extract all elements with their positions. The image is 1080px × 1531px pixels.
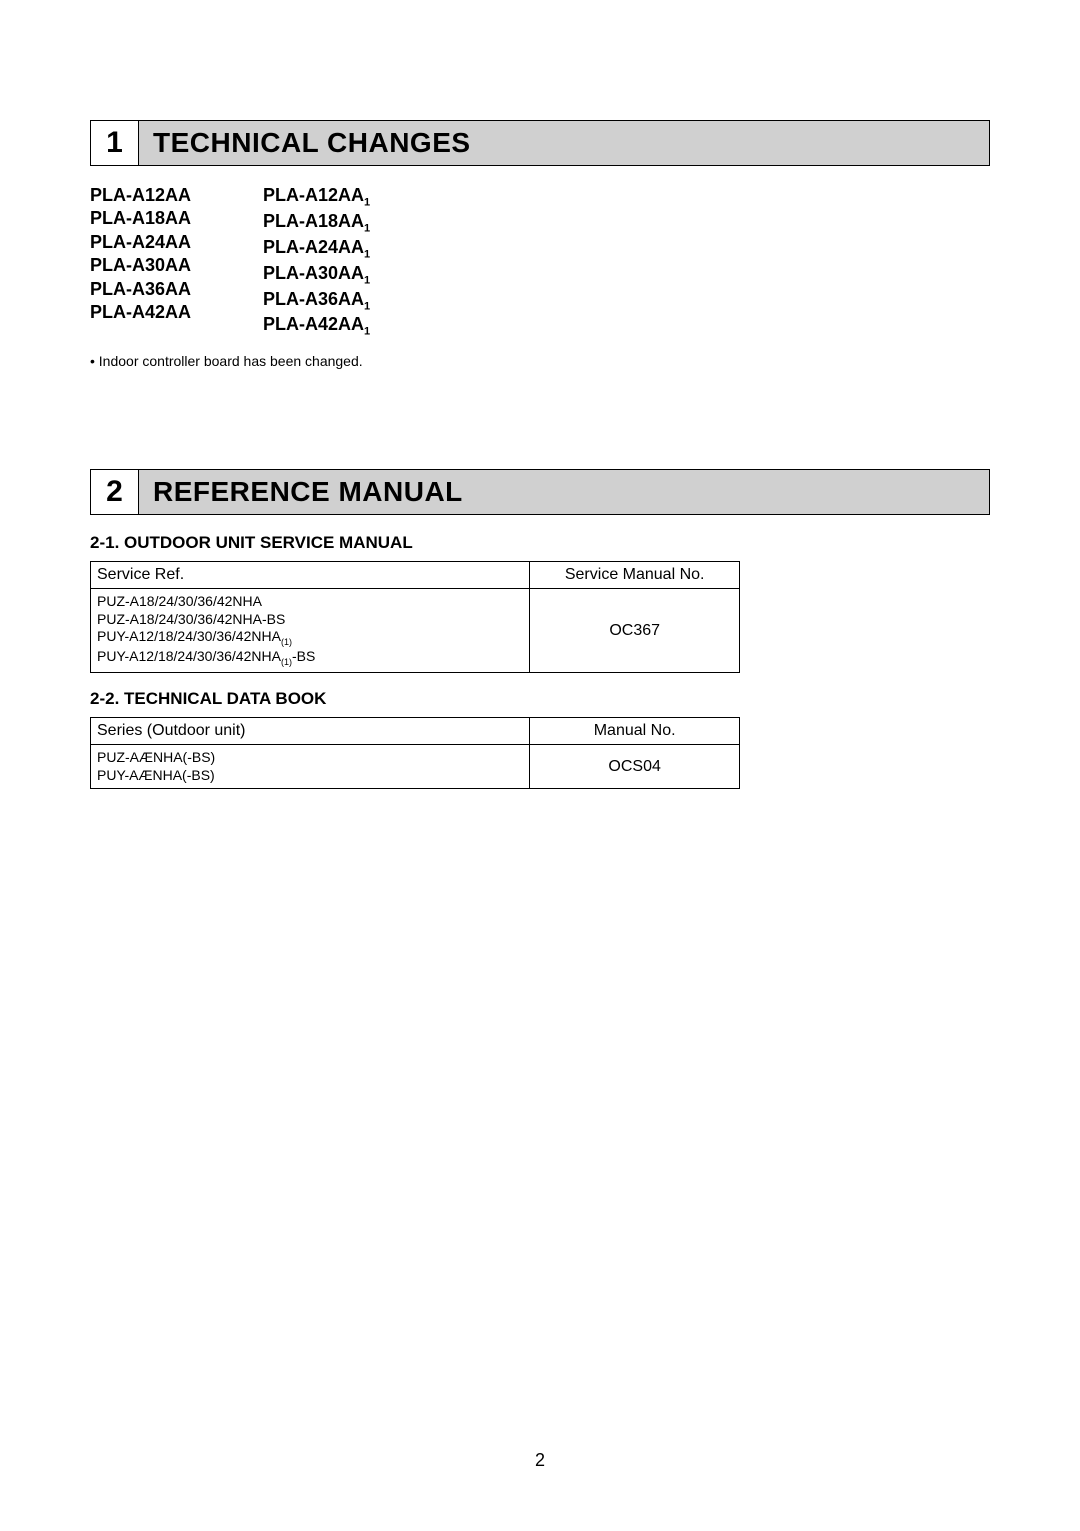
- table-header-manual-no: Manual No.: [530, 718, 740, 745]
- model-col-left: PLA-A12AA PLA-A18AA PLA-A24AA PLA-A30AA …: [90, 184, 191, 339]
- model-item: PLA-A24AA: [90, 231, 191, 254]
- table-header-service-ref: Service Ref.: [91, 562, 530, 589]
- series-line: PUZ-AÆNHA(-BS): [97, 749, 523, 767]
- sub-heading-2-1: 2-1. OUTDOOR UNIT SERVICE MANUAL: [90, 533, 990, 553]
- model-item: PLA-A36AA1: [263, 288, 370, 314]
- section-1-number: 1: [91, 121, 139, 165]
- technical-data-table: Series (Outdoor unit) Manual No. PUZ-AÆN…: [90, 717, 740, 789]
- manual-no-cell: OCS04: [530, 745, 740, 789]
- table-header-manual-no: Service Manual No.: [530, 562, 740, 589]
- section-1-header: 1 TECHNICAL CHANGES: [90, 120, 990, 166]
- model-item: PLA-A30AA: [90, 254, 191, 277]
- model-item: PLA-A36AA: [90, 278, 191, 301]
- model-col-right: PLA-A12AA1 PLA-A18AA1 PLA-A24AA1 PLA-A30…: [263, 184, 370, 339]
- table-header-series: Series (Outdoor unit): [91, 718, 530, 745]
- model-list: PLA-A12AA PLA-A18AA PLA-A24AA PLA-A30AA …: [90, 184, 990, 339]
- change-note: • Indoor controller board has been chang…: [90, 353, 990, 369]
- service-manual-table: Service Ref. Service Manual No. PUZ-A18/…: [90, 561, 740, 673]
- service-ref-line: PUY-A12/18/24/30/36/42NHA(1)-BS: [97, 648, 523, 668]
- series-line: PUY-AÆNHA(-BS): [97, 767, 523, 785]
- section-2-title: REFERENCE MANUAL: [139, 470, 989, 514]
- model-item: PLA-A12AA1: [263, 184, 370, 210]
- model-item: PLA-A30AA1: [263, 262, 370, 288]
- model-item: PLA-A42AA1: [263, 313, 370, 339]
- service-ref-line: PUZ-A18/24/30/36/42NHA: [97, 593, 523, 611]
- series-cell: PUZ-AÆNHA(-BS) PUY-AÆNHA(-BS): [91, 745, 530, 789]
- model-item: PLA-A18AA: [90, 207, 191, 230]
- model-item: PLA-A24AA1: [263, 236, 370, 262]
- model-item: PLA-A42AA: [90, 301, 191, 324]
- service-ref-line: PUY-A12/18/24/30/36/42NHA(1): [97, 628, 523, 648]
- service-ref-line: PUZ-A18/24/30/36/42NHA-BS: [97, 611, 523, 629]
- model-item: PLA-A12AA: [90, 184, 191, 207]
- section-1-title: TECHNICAL CHANGES: [139, 121, 989, 165]
- manual-no-cell: OC367: [530, 589, 740, 673]
- sub-heading-2-2: 2-2. TECHNICAL DATA BOOK: [90, 689, 990, 709]
- page-number: 2: [0, 1450, 1080, 1471]
- section-2-header: 2 REFERENCE MANUAL: [90, 469, 990, 515]
- service-ref-cell: PUZ-A18/24/30/36/42NHA PUZ-A18/24/30/36/…: [91, 589, 530, 673]
- model-item: PLA-A18AA1: [263, 210, 370, 236]
- section-2-number: 2: [91, 470, 139, 514]
